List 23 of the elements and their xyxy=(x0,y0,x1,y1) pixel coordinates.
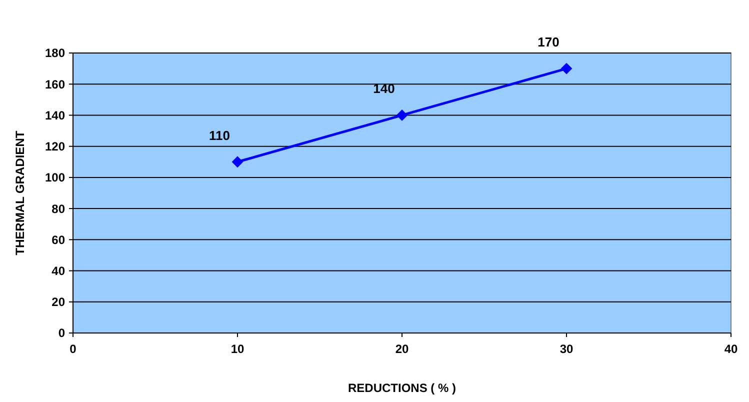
y-tick-label: 160 xyxy=(44,77,66,92)
x-tick-label: 40 xyxy=(724,342,738,356)
y-axis-title: THERMAL GRADIENT xyxy=(13,130,27,256)
y-tick-label: 80 xyxy=(52,202,66,216)
point xyxy=(396,110,408,121)
point xyxy=(232,156,243,168)
y-tick-label: 120 xyxy=(44,140,66,154)
x-axis-title: REDUCTIONS ( % ) xyxy=(348,381,456,395)
y-tick-label: 40 xyxy=(52,264,66,278)
data-label: 140 xyxy=(373,81,395,96)
x-tick-label: 20 xyxy=(395,342,409,356)
y-tick-label: 20 xyxy=(52,295,66,310)
y-tick-label: 140 xyxy=(44,108,66,122)
x-tick-label: 10 xyxy=(230,342,244,356)
y-tick-label: 180 xyxy=(44,46,66,60)
data-label: 110 xyxy=(209,128,230,143)
x-tick-label: 30 xyxy=(560,342,574,356)
data-label: 170 xyxy=(538,34,560,50)
x-tick-label: 0 xyxy=(70,342,77,356)
y-tick-label: 60 xyxy=(52,232,66,247)
y-tick-label: 100 xyxy=(44,170,66,185)
point xyxy=(561,63,572,74)
y-tick-label: 0 xyxy=(58,326,66,340)
